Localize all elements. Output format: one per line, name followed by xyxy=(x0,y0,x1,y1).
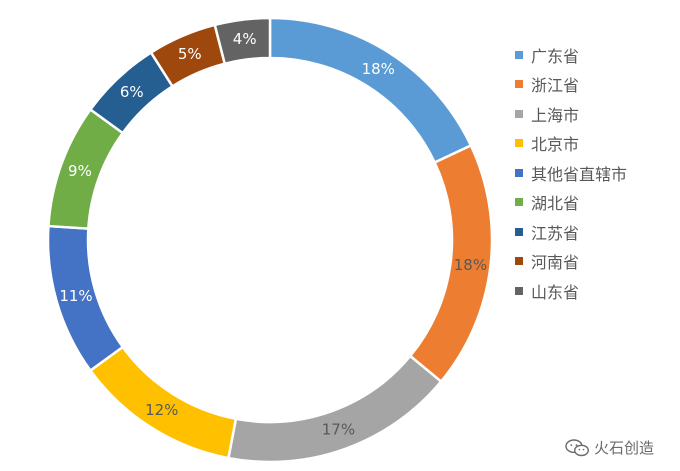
legend-item-9: 山东省 xyxy=(515,276,675,306)
legend-item-4: 北京市 xyxy=(515,129,675,159)
legend-label: 江苏省 xyxy=(531,223,580,243)
legend-item-2: 浙江省 xyxy=(515,70,675,100)
legend-label: 上海市 xyxy=(531,105,580,125)
legend-swatch xyxy=(515,80,523,89)
slice-labels: 18% 18% 17% 12% 11% 9% 6% 5% 4% xyxy=(59,30,487,438)
donut-slice-9 xyxy=(213,16,272,66)
legend-swatch xyxy=(515,168,523,177)
legend-label: 山东省 xyxy=(531,282,580,302)
watermark-text: 火石创造 xyxy=(594,439,655,457)
legend-swatch xyxy=(515,198,523,207)
slice-label-3: 17% xyxy=(322,421,355,439)
watermark: 火石创造 xyxy=(565,437,654,458)
legend-swatch xyxy=(515,286,523,295)
slice-label-8: 5% xyxy=(178,45,202,63)
legend-swatch xyxy=(515,50,523,59)
legend-label: 北京市 xyxy=(531,135,580,155)
slice-label-4: 12% xyxy=(145,401,178,419)
legend-label: 河南省 xyxy=(531,253,580,273)
legend-swatch xyxy=(515,139,523,148)
legend-item-8: 河南省 xyxy=(515,247,675,277)
slice-label-5: 11% xyxy=(59,287,92,305)
legend-label: 湖北省 xyxy=(531,194,580,214)
legend-label: 广东省 xyxy=(531,46,580,66)
donut-slices xyxy=(46,16,494,464)
slice-label-1: 18% xyxy=(362,60,395,78)
legend-item-5: 其他省直辖市 xyxy=(515,158,675,188)
donut-slice-1 xyxy=(268,16,473,165)
chart-legend: 广东省浙江省上海市北京市其他省直辖市 湖北省江苏省河南省山东省 xyxy=(515,40,675,306)
slice-label-2: 18% xyxy=(454,256,487,274)
slice-label-9: 4% xyxy=(233,30,257,48)
legend-swatch xyxy=(515,109,523,118)
legend-item-3: 上海市 xyxy=(515,99,675,129)
legend-item-6: 湖北省 xyxy=(515,188,675,218)
wechat-icon xyxy=(565,438,590,456)
slice-label-6: 9% xyxy=(68,162,92,180)
slice-label-7: 6% xyxy=(120,83,144,101)
legend-label: 浙江省 xyxy=(531,76,580,96)
legend-item-1: 广东省 xyxy=(515,40,675,70)
legend-swatch xyxy=(515,227,523,236)
legend-label: 其他省直辖市 xyxy=(531,164,628,184)
donut-slice-3 xyxy=(226,354,443,464)
legend-swatch xyxy=(515,257,523,266)
legend-item-7: 江苏省 xyxy=(515,217,675,247)
